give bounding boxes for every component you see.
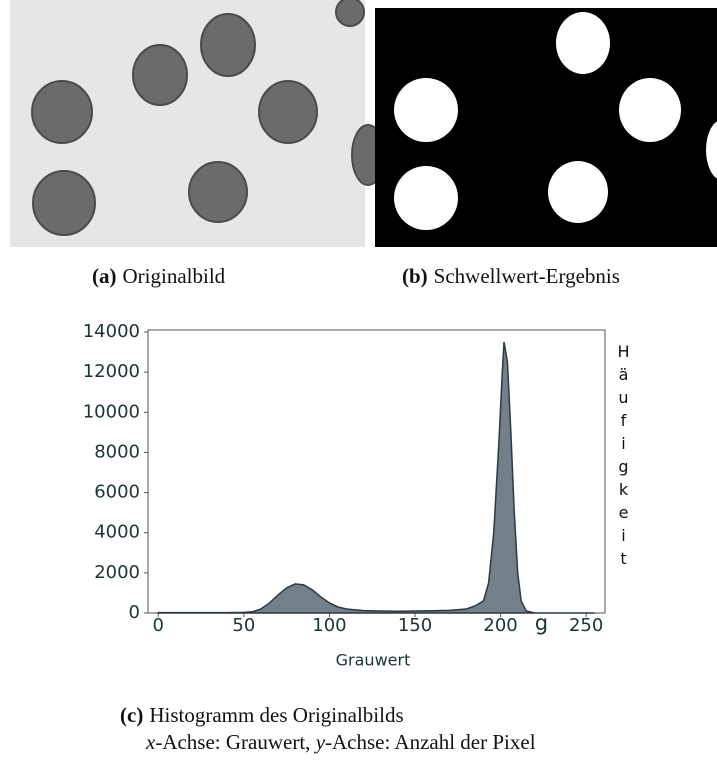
x-axis-label: Grauwert	[336, 651, 411, 670]
caption-text: y	[316, 730, 325, 754]
y-tick-label: 10000	[83, 401, 140, 422]
caption-label: (b)	[402, 264, 428, 288]
caption-c: (c) Histogramm des Originalbilds	[120, 703, 404, 728]
caption-text: -Achse: Grauwert,	[155, 730, 315, 754]
caption-label: (c)	[120, 703, 143, 727]
caption-note: x-Achse: Grauwert, y-Achse: Anzahl der P…	[146, 730, 536, 755]
x-tick-label: 50	[232, 615, 255, 636]
caption-text: x	[146, 730, 155, 754]
caption-label: (a)	[92, 264, 117, 288]
x-tick-label: 250	[569, 615, 603, 636]
y-tick-label: 8000	[94, 441, 140, 462]
histogram-area	[158, 342, 594, 613]
x-tick-label: 0	[153, 615, 164, 636]
y-tick-label: 14000	[83, 321, 140, 342]
x-tick-label: 100	[312, 615, 346, 636]
y-tick-label: 6000	[94, 482, 140, 503]
threshold-image	[375, 8, 717, 247]
caption-a: (a)Originalbild	[92, 264, 225, 289]
y-tick-label: 0	[129, 602, 140, 623]
caption-text: Histogramm des Originalbilds	[149, 703, 403, 727]
caption-b: (b)Schwellwert-Ergebnis	[402, 264, 620, 289]
x-tick-label: 200	[483, 615, 517, 636]
y-tick-label: 2000	[94, 562, 140, 583]
figure: Grauwert 0200040006000800010000120001400…	[0, 0, 717, 762]
y-axis-label: Häufigkeit	[614, 342, 633, 572]
y-tick-label: 12000	[83, 361, 140, 382]
x-symbol: g	[535, 611, 548, 635]
page: Grauwert 0200040006000800010000120001400…	[0, 0, 717, 762]
y-tick-label: 4000	[94, 522, 140, 543]
x-tick-label: 150	[398, 615, 432, 636]
caption-text: Schwellwert-Ergebnis	[434, 264, 620, 288]
plot-frame	[148, 330, 605, 613]
caption-text: Originalbild	[123, 264, 226, 288]
caption-text: -Achse: Anzahl der Pixel	[325, 730, 536, 754]
original-image	[10, 0, 384, 247]
